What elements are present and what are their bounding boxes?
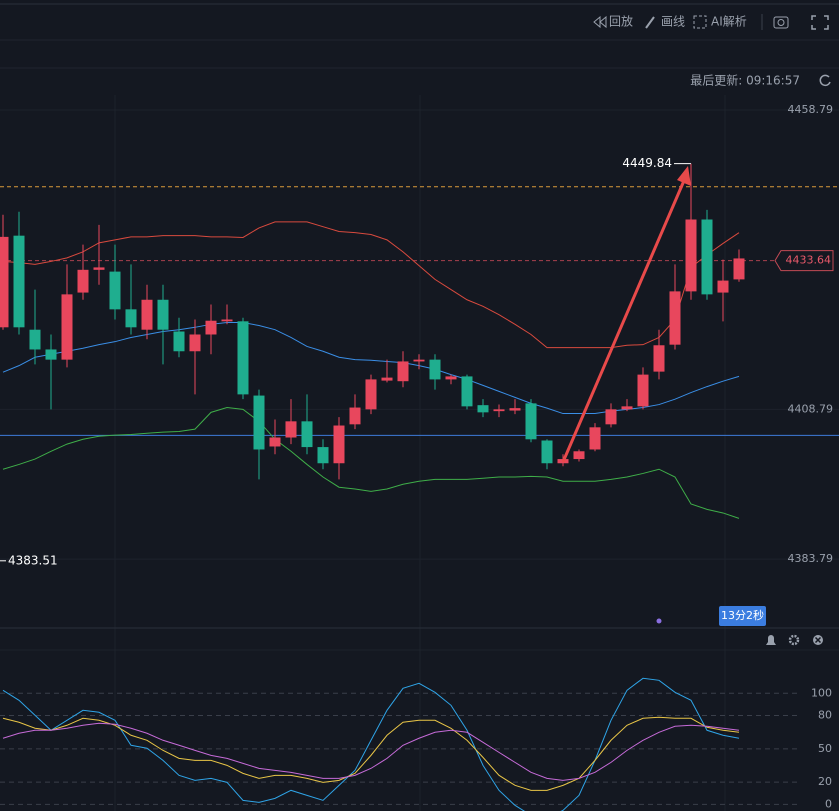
y-tick-label: 4408.79 xyxy=(788,402,834,415)
candle-body xyxy=(525,403,537,440)
candle-body xyxy=(13,235,25,328)
candle-body xyxy=(541,440,553,464)
screenshot-button[interactable] xyxy=(773,16,789,29)
y-tick-label: 100 xyxy=(811,686,832,699)
candle-body xyxy=(77,269,89,293)
candle-body xyxy=(253,395,265,450)
fullscreen-button[interactable] xyxy=(811,15,829,30)
candle-body xyxy=(717,280,729,293)
candle-body xyxy=(381,377,393,381)
alert-button[interactable] xyxy=(766,635,776,645)
candle-body xyxy=(125,309,137,328)
countdown: 13分2秒 xyxy=(721,608,764,622)
candle-body xyxy=(509,408,521,411)
candle-body xyxy=(221,319,233,322)
candle-body xyxy=(0,236,9,328)
y-tick-label: 20 xyxy=(818,775,832,788)
indicator-line xyxy=(2,722,740,781)
candle-body xyxy=(429,359,441,380)
ai-icon[interactable] xyxy=(693,15,707,29)
candle-body xyxy=(493,409,505,412)
candle-body xyxy=(349,407,361,425)
current-price-box xyxy=(774,250,834,272)
candle-body xyxy=(93,267,105,270)
candle-body xyxy=(173,331,185,352)
candle-body xyxy=(413,359,425,362)
candle-body xyxy=(109,271,121,310)
candle-body xyxy=(685,219,697,292)
candle-body xyxy=(573,451,585,460)
indicator-line xyxy=(2,716,740,791)
current-price-label: 4433.64 xyxy=(786,254,832,267)
candle-body xyxy=(477,405,489,413)
low-label: 4383.51 xyxy=(8,553,58,567)
candle-body xyxy=(605,409,617,425)
candle-body xyxy=(61,294,73,360)
indicator-line xyxy=(2,677,740,811)
y-tick-label: 80 xyxy=(818,709,832,722)
y-tick-label: 4383.79 xyxy=(788,552,834,565)
candle-body xyxy=(301,421,313,448)
axis-labels: 4458.79 4408.79 4383.79 4433.64 4449.84 4383.… xyxy=(0,103,834,810)
candle-body xyxy=(333,425,345,464)
candle-body xyxy=(445,376,457,380)
candle-body xyxy=(365,379,377,410)
candle-body xyxy=(621,406,633,410)
close-cross xyxy=(814,636,822,644)
camera-lens xyxy=(777,19,785,26)
arrow-head xyxy=(677,166,691,186)
candle-body xyxy=(269,437,281,447)
candle-body xyxy=(237,321,249,395)
candle-body xyxy=(733,258,745,280)
high-label: 4449.84 xyxy=(622,156,672,170)
candle-body xyxy=(589,427,601,450)
band-line xyxy=(2,221,740,349)
candle-body xyxy=(189,334,201,352)
replay-icon[interactable] xyxy=(593,15,607,29)
band-line xyxy=(2,407,740,519)
price-panel xyxy=(0,109,839,560)
candle-body xyxy=(45,349,57,360)
countdown-box xyxy=(719,606,766,626)
candle-body xyxy=(157,299,169,330)
candle-body xyxy=(653,345,665,372)
y-tick-label: 50 xyxy=(818,742,832,755)
candle-body xyxy=(317,447,329,464)
candle-body xyxy=(205,320,217,335)
event-dot xyxy=(656,618,662,624)
refresh-button[interactable] xyxy=(819,74,831,87)
candle-body xyxy=(669,291,681,345)
candle-body xyxy=(141,299,153,330)
settings-button[interactable] xyxy=(788,634,800,646)
candle-body xyxy=(285,421,297,438)
ai-button[interactable]: AI解析 xyxy=(711,15,747,29)
candle-body xyxy=(29,329,41,350)
candle-body xyxy=(637,374,649,407)
last-update: 最后更新: 09:16:57 xyxy=(690,73,800,88)
candle-body xyxy=(701,219,713,295)
candle-body xyxy=(461,376,473,407)
draw-icon[interactable] xyxy=(645,16,655,29)
draw-button[interactable]: 画线 xyxy=(661,15,685,29)
kdj-panel xyxy=(0,677,800,811)
candle-body xyxy=(397,361,409,382)
replay-button[interactable]: 回放 xyxy=(609,14,633,29)
y-tick-label: 4458.79 xyxy=(788,103,834,116)
y-tick-label: 0 xyxy=(825,797,832,810)
trend-arrow xyxy=(561,175,688,463)
